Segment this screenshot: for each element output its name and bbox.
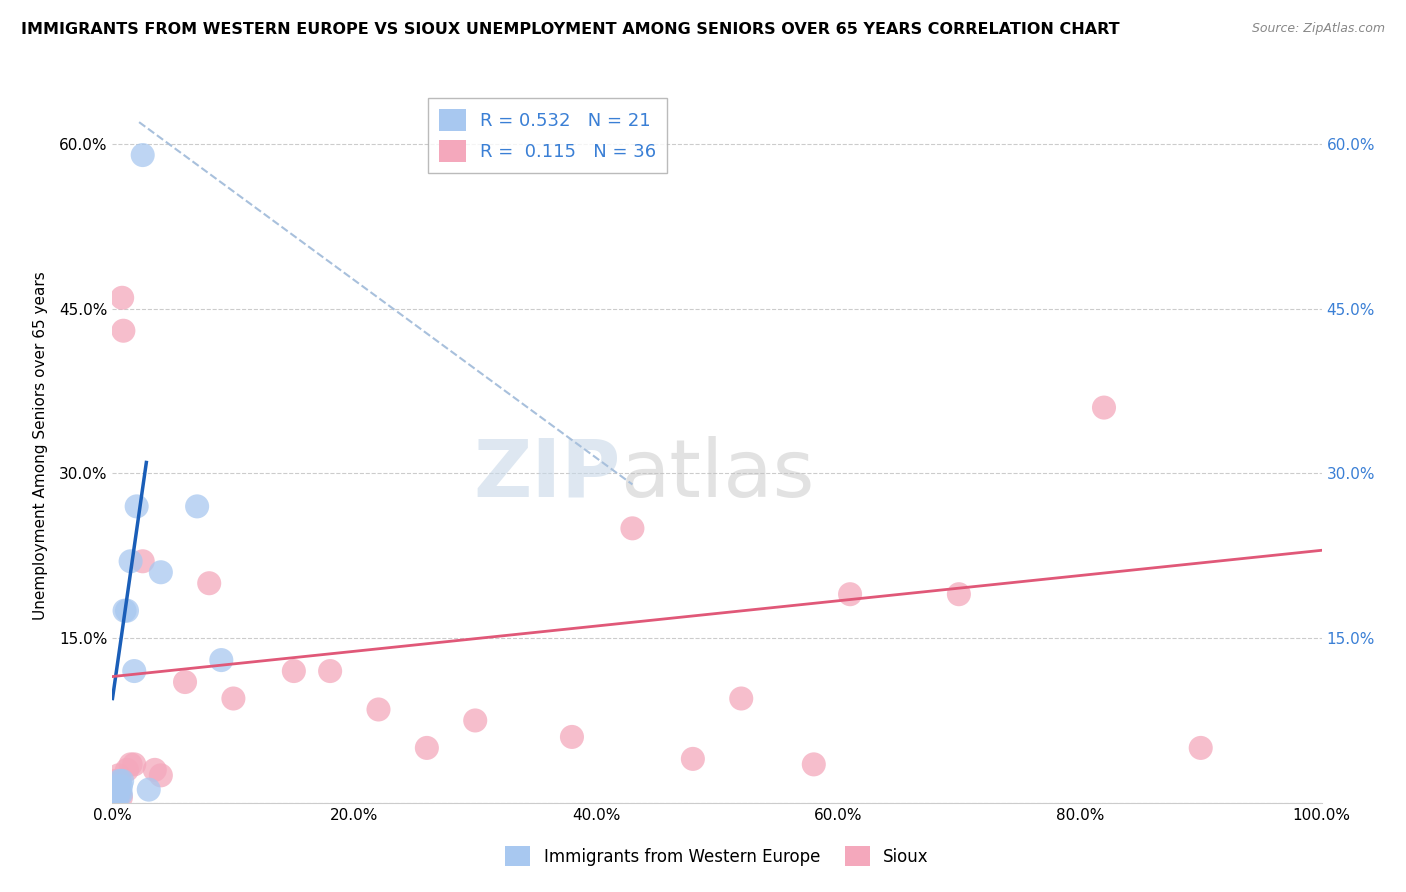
Text: Source: ZipAtlas.com: Source: ZipAtlas.com <box>1251 22 1385 36</box>
Point <box>416 740 439 755</box>
Point <box>105 785 128 799</box>
Point <box>149 768 172 782</box>
Legend: Immigrants from Western Europe, Sioux: Immigrants from Western Europe, Sioux <box>499 839 935 873</box>
Point <box>120 554 142 568</box>
Point <box>120 757 142 772</box>
Point <box>138 782 160 797</box>
Point <box>105 782 128 797</box>
Point <box>621 521 644 535</box>
Point <box>105 780 128 794</box>
Point <box>122 664 145 678</box>
Point <box>108 785 131 799</box>
Point <box>132 554 155 568</box>
Text: ZIP: ZIP <box>472 435 620 514</box>
Point <box>803 757 825 772</box>
Point <box>367 702 389 716</box>
Point <box>114 604 136 618</box>
Point <box>198 576 221 591</box>
Point <box>125 500 148 514</box>
Point <box>107 776 129 790</box>
Point <box>209 653 232 667</box>
Point <box>107 768 129 782</box>
Point <box>1092 401 1115 415</box>
Point <box>222 691 245 706</box>
Y-axis label: Unemployment Among Seniors over 65 years: Unemployment Among Seniors over 65 years <box>32 272 48 620</box>
Point <box>132 148 155 162</box>
Point <box>110 787 132 801</box>
Point <box>682 752 704 766</box>
Point <box>110 790 132 805</box>
Point <box>108 773 131 788</box>
Point <box>561 730 583 744</box>
Point <box>104 790 127 805</box>
Point <box>105 790 128 805</box>
Point <box>464 714 486 728</box>
Point <box>104 785 127 799</box>
Point <box>122 757 145 772</box>
Point <box>149 566 172 580</box>
Point <box>839 587 862 601</box>
Point <box>143 763 166 777</box>
Point <box>105 790 128 805</box>
Point <box>174 675 197 690</box>
Text: IMMIGRANTS FROM WESTERN EUROPE VS SIOUX UNEMPLOYMENT AMONG SENIORS OVER 65 YEARS: IMMIGRANTS FROM WESTERN EUROPE VS SIOUX … <box>21 22 1119 37</box>
Point <box>108 785 131 799</box>
Point <box>948 587 970 601</box>
Point <box>107 782 129 797</box>
Point <box>104 773 127 788</box>
Point <box>283 664 305 678</box>
Point <box>110 780 132 794</box>
Point <box>103 790 125 805</box>
Point <box>105 787 128 801</box>
Point <box>107 780 129 794</box>
Point <box>730 691 752 706</box>
Text: atlas: atlas <box>620 435 814 514</box>
Point <box>105 787 128 801</box>
Point <box>319 664 342 678</box>
Point <box>186 500 208 514</box>
Point <box>111 773 134 788</box>
Point <box>115 763 138 777</box>
Point <box>112 324 135 338</box>
Point <box>115 604 138 618</box>
Point <box>111 291 134 305</box>
Point <box>1189 740 1212 755</box>
